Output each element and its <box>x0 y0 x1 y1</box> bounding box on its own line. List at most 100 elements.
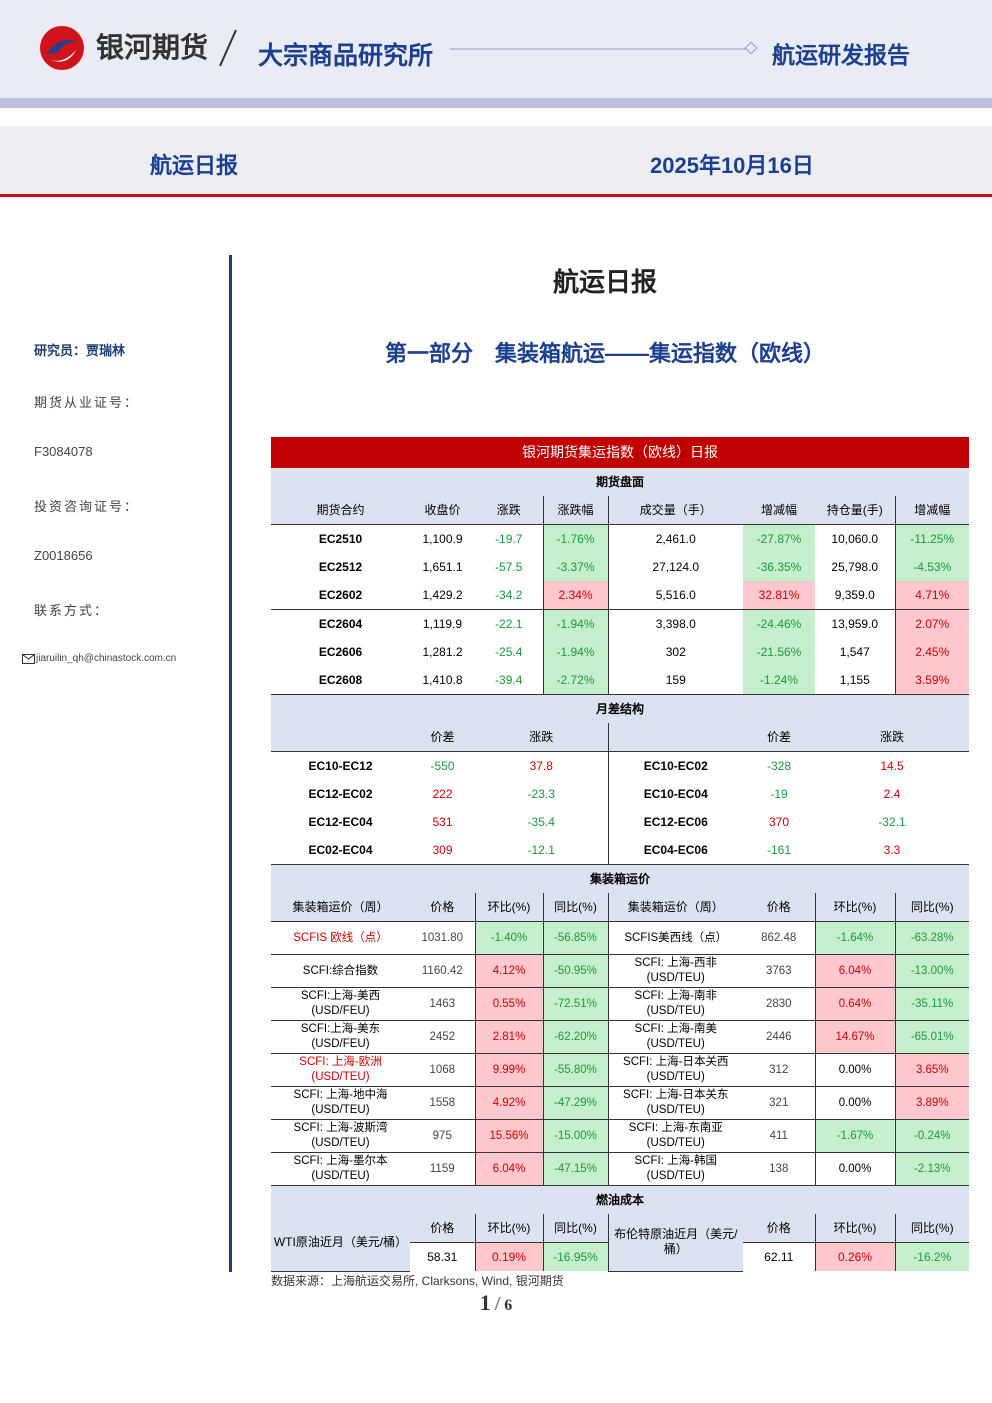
cell: -24.46% <box>743 609 815 638</box>
cell: -56.85% <box>542 921 608 955</box>
cell: -16.95% <box>542 1242 608 1271</box>
main-title: 航运日报 <box>552 267 657 297</box>
cell: -72.51% <box>542 987 608 1021</box>
cell: -47.29% <box>542 1086 608 1120</box>
cell: SCFI: 上海-波斯湾 (USD/TEU) <box>271 1119 410 1153</box>
cell: 3,398.0 <box>607 609 743 638</box>
column-header: 环比(%) <box>474 893 543 922</box>
cell: 1,429.2 <box>422 587 463 602</box>
table-row: 银河期货集运指数（欧线）日报 <box>271 437 969 468</box>
cell: -39.4 <box>495 672 523 687</box>
cell: -328 <box>766 758 792 773</box>
cell: 1558 <box>410 1086 475 1120</box>
cell: 3.89% <box>894 1086 969 1120</box>
cell: EC12-EC06 <box>607 808 743 836</box>
table-row: EC12-EC04 531 -35.4 EC12-EC06 370 -32.1 <box>271 808 969 836</box>
table-row: 月差结构 <box>271 694 969 723</box>
cell: 6.04% <box>814 954 895 988</box>
cell: -161 <box>766 842 792 857</box>
cell: 1,281.2 <box>422 644 463 659</box>
column-header: 涨跌 <box>815 723 969 752</box>
table-row: SCFIS 欧线（点） 1031.80 -1.40% -56.85% SCFIS美西线（… <box>271 921 969 955</box>
cell: 32.81% <box>743 581 815 610</box>
cell: SCFI: 上海-日本关东 (USD/TEU) <box>607 1086 743 1120</box>
date: 2025年10月16日 <box>650 153 814 178</box>
header-stripe <box>0 98 992 108</box>
side-rule <box>229 255 232 1272</box>
cell: -34.2 <box>495 587 523 602</box>
column-header: 期货合约 <box>271 496 410 525</box>
cell: 302 <box>607 638 743 666</box>
cell: EC2606 <box>318 644 363 659</box>
column-header: 涨跌 <box>475 496 543 525</box>
cell: 62.11 <box>764 1249 794 1264</box>
cell: 1,119.9 <box>410 609 475 638</box>
cell: -35.4 <box>527 814 555 829</box>
column-header: 价差 <box>743 723 815 752</box>
cell: -63.28% <box>894 921 969 955</box>
cell: 138 <box>743 1152 815 1186</box>
column-header: 环比(%) <box>814 1214 895 1243</box>
cell: EC2608 <box>318 672 363 687</box>
cell: 862.48 <box>743 921 815 955</box>
cell: 1,651.1 <box>422 559 463 574</box>
table-row: SCFI:上海-美东 (USD/FEU) 2452 2.81% -62.20% SCFI… <box>271 1020 969 1054</box>
source-note: 数据来源：上海航运交易所, Clarksons, Wind, 银河期货 <box>271 1274 564 1288</box>
cell: EC2510 <box>318 531 363 546</box>
cell: 222 <box>432 786 453 801</box>
cell: -1.40% <box>474 921 543 955</box>
column-header: 增减幅 <box>743 496 815 525</box>
cell: 2.07% <box>894 609 969 638</box>
cell <box>607 723 743 752</box>
cell: EC12-EC04 <box>308 814 373 829</box>
column-header: 同比(%) <box>542 893 608 922</box>
cell: 0.00% <box>814 1152 895 1186</box>
cell: 370 <box>768 814 790 829</box>
cell: -1.67% <box>814 1119 895 1153</box>
table-row: EC2510 1,100.9 -19.7 -1.76% 2,461.0 -27.87% 10… <box>271 524 969 553</box>
cell: -3.37% <box>542 553 608 581</box>
cell: EC2602 <box>318 587 363 602</box>
daily-label: 航运日报 <box>150 153 239 178</box>
cell: EC10-EC04 <box>607 780 743 808</box>
deco-line <box>450 42 758 55</box>
cell: -16.2% <box>894 1242 969 1271</box>
table-row: 集装箱运价 <box>271 864 969 893</box>
cell: SCFI: 上海-南美 (USD/TEU) <box>607 1020 743 1054</box>
cell: 0.00% <box>814 1053 895 1087</box>
column-header: 价格 <box>410 1214 475 1243</box>
cell: 1160.42 <box>410 954 475 988</box>
cell: -62.20% <box>542 1020 608 1054</box>
table-row: 期货合约 收盘价 涨跌 涨跌幅 成交量（手） 增减幅 持仓量(手) 增减幅 <box>271 496 969 525</box>
column-header: 持仓量(手) <box>815 496 895 525</box>
table-row: WTI原油近月（美元/桶） 价格 环比(%) 同比(%) 布伦特原油近月（美元/桶） 价格… <box>271 1214 969 1272</box>
table-row: SCFI:综合指数 1160.42 4.12% -50.95% SCFI: 上海-西非 … <box>271 954 969 988</box>
cell: 6.04% <box>474 1152 543 1186</box>
cell: -11.25% <box>894 524 969 553</box>
table-row: SCFI: 上海-波斯湾 (USD/TEU) 975 15.56% -15.00% SC… <box>271 1119 969 1153</box>
cell: -50.95% <box>542 954 608 988</box>
sidebar-item: Z0018656 <box>34 548 93 563</box>
cell: 312 <box>743 1053 815 1087</box>
cell: 1,100.9 <box>422 531 463 546</box>
cell: -23.3 <box>527 786 555 801</box>
cell: 37.8 <box>529 758 553 773</box>
column-header: 集装箱运价（周） <box>607 893 743 922</box>
table-row: SCFI: 上海-欧洲 (USD/TEU) 1068 9.99% -55.80% SCF… <box>271 1053 969 1087</box>
table-row: EC02-EC04 309 -12.1 EC04-EC06 -161 3.3 <box>271 836 969 865</box>
cell: 1,547 <box>839 644 870 659</box>
cell: SCFI: 上海-韩国 (USD/TEU) <box>607 1152 743 1186</box>
cell: SCFI:综合指数 <box>271 954 410 988</box>
cell: -1.24% <box>743 666 815 695</box>
cell: -47.15% <box>542 1152 608 1186</box>
mail-icon <box>22 654 35 664</box>
cell: -21.56% <box>743 638 815 666</box>
sidebar-item: 投资咨询证号： <box>34 499 140 514</box>
cell: SCFI: 上海-西非 (USD/TEU) <box>607 954 743 988</box>
column-header: 布伦特原油近月（美元/桶） <box>607 1214 743 1272</box>
cell: 0.00% <box>814 1086 895 1120</box>
column-header: 集装箱运价（周） <box>271 893 410 922</box>
column-header: 环比(%) <box>814 893 895 922</box>
section-title: 第一部分 集装箱航运——集运指数（欧线） <box>384 341 825 366</box>
